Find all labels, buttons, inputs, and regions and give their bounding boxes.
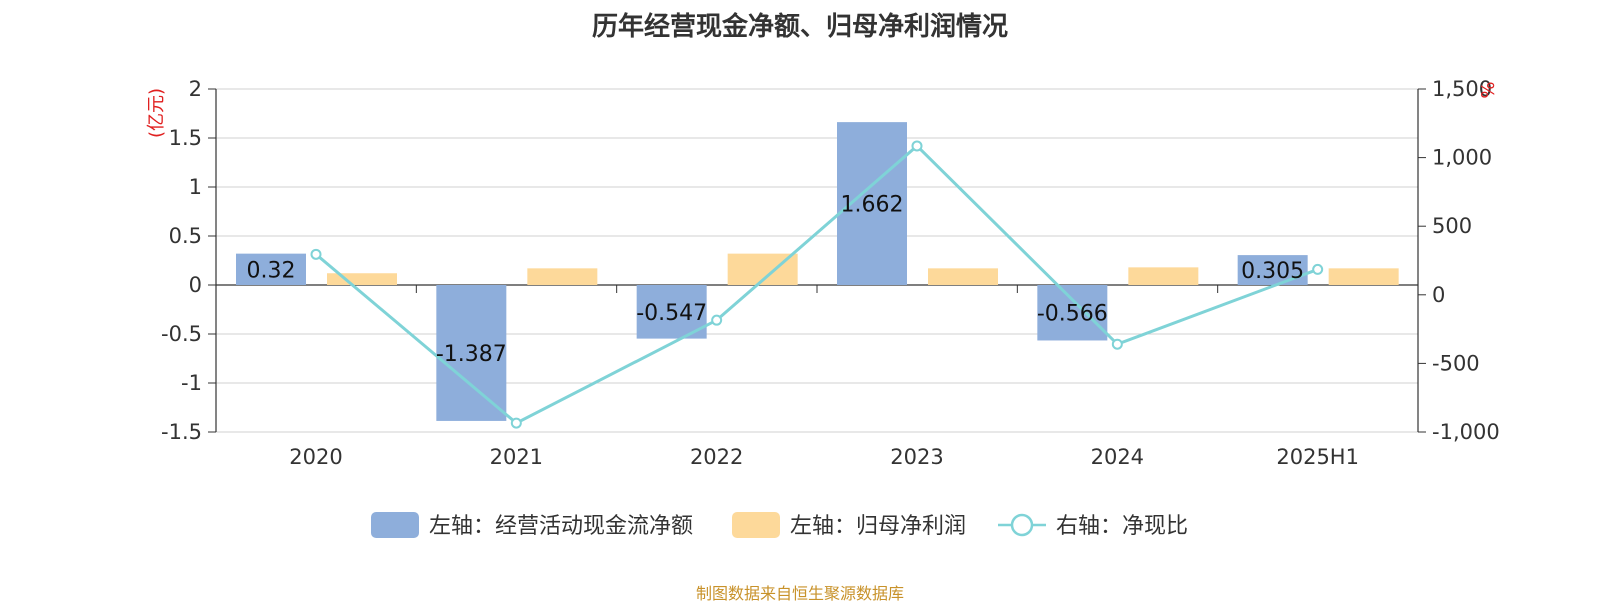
left-axis-unit: (亿元) (146, 88, 167, 138)
category-label: 2024 (1091, 445, 1144, 469)
line-point (1312, 263, 1324, 275)
bar-net-profit (1128, 267, 1199, 285)
left-tick-label: 1.5 (169, 126, 202, 150)
chart-title: 历年经营现金净额、归母净利润情况 (591, 12, 1008, 42)
bar-net-profit (527, 268, 598, 285)
line-point (1111, 338, 1123, 350)
left-tick-label: -1.5 (161, 420, 202, 444)
left-tick-label: 0 (189, 273, 202, 297)
bar-net-profit (327, 273, 397, 285)
legend-swatch-net-profit (732, 512, 780, 538)
data-label: -0.566 (1037, 302, 1108, 327)
bar-net-profit (1328, 268, 1399, 285)
right-axis-unit: % (1478, 81, 1499, 98)
data-label: 0.32 (247, 258, 296, 283)
legend-marker-ratio (1010, 513, 1034, 537)
left-tick-label: -1 (181, 371, 202, 395)
bar-cash-flow (1037, 285, 1108, 341)
data-label: -1.387 (436, 342, 507, 367)
bar-net-profit (928, 268, 998, 285)
left-tick-label: 0.5 (169, 224, 202, 248)
line-point (510, 417, 522, 429)
bar-cash-flow (1237, 255, 1308, 285)
line-point (911, 140, 923, 152)
right-tick-label: 500 (1432, 214, 1472, 238)
bar-cash-flow (236, 253, 306, 285)
category-label: 2020 (289, 445, 342, 469)
source-note: 制图数据来自恒生聚源数据库 (695, 584, 904, 603)
line-net-cash-ratio (315, 143, 1319, 425)
legend-swatch-cash-flow (371, 512, 419, 538)
right-tick-label: -500 (1432, 351, 1480, 375)
right-tick-label: -1,000 (1432, 420, 1500, 444)
right-tick-label: 1,500 (1432, 77, 1492, 101)
data-label: -0.547 (636, 301, 707, 326)
data-label: 1.662 (841, 193, 904, 218)
legend-label-ratio: 右轴：净现比 (1056, 514, 1188, 539)
data-label: 0.305 (1241, 259, 1304, 284)
left-tick-label: -0.5 (161, 322, 202, 346)
category-label: 2021 (490, 445, 543, 469)
line-point (310, 248, 322, 260)
bar-cash-flow (436, 285, 507, 421)
category-label: 2025H1 (1276, 445, 1359, 469)
right-tick-label: 1,000 (1432, 146, 1492, 170)
left-tick-label: 2 (189, 77, 202, 101)
category-label: 2023 (890, 445, 943, 469)
right-tick-label: 0 (1432, 283, 1445, 307)
category-label: 2022 (690, 445, 743, 469)
legend-label-cash-flow: 左轴：经营活动现金流净额 (429, 514, 693, 539)
line-point (711, 314, 723, 326)
left-tick-label: 1 (189, 175, 202, 199)
legend-label-net-profit: 左轴：归母净利润 (790, 514, 966, 539)
